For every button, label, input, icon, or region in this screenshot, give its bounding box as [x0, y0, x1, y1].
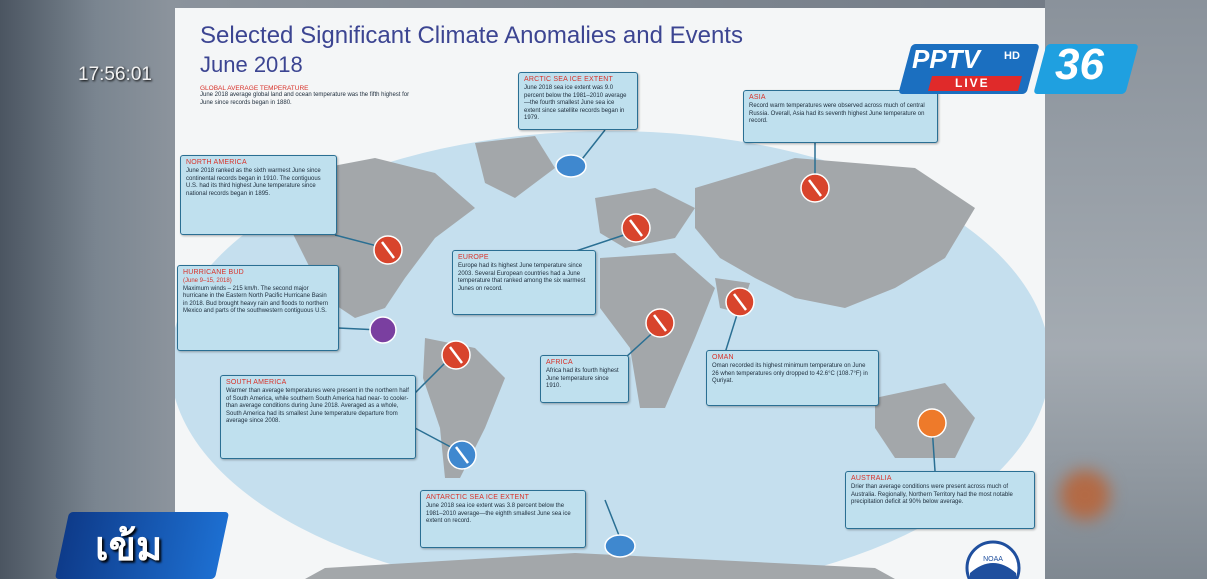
greenland	[475, 136, 555, 198]
timestamp: 17:56:01	[78, 64, 152, 85]
box-heading: SOUTH AMERICA	[226, 379, 287, 386]
hurricane-box: HURRICANE BUD (June 9–15, 2018) Maximum wi…	[177, 265, 339, 351]
antarctica	[305, 553, 895, 579]
asia	[695, 158, 975, 308]
ice-icon	[555, 154, 587, 178]
icon-stroke	[653, 314, 667, 332]
box-text: Maximum winds – 215 km/h. The second maj…	[183, 285, 329, 315]
noaa-logo-wave	[970, 563, 1016, 579]
arctic-box: ARCTIC SEA ICE EXTENT June 2018 sea ice e…	[518, 72, 638, 130]
hurricane-icon	[369, 316, 397, 344]
box-heading: ASIA	[749, 94, 766, 101]
icon-stroke	[808, 179, 822, 197]
blur-light	[1060, 470, 1110, 520]
live-text: LIVE	[955, 76, 990, 90]
title: Selected Significant Climate Anomalies a…	[200, 22, 743, 49]
icon-stroke	[381, 241, 395, 259]
box-heading: AFRICA	[546, 359, 573, 366]
asia-box: ASIA Record warm temperatures were observ…	[743, 90, 938, 143]
box-text: Europe had its highest June temperature …	[458, 263, 586, 292]
channel-number: 36	[1055, 40, 1104, 89]
icon-stroke	[733, 293, 747, 311]
box-text: June 2018 sea ice extent was 3.8 percent…	[426, 503, 571, 524]
antarctic-box: ANTARCTIC SEA ICE EXTENT June 2018 sea ic…	[420, 490, 586, 548]
leader	[604, 499, 621, 539]
global-note: GLOBAL AVERAGE TEMPERATURE June 2018 ave…	[200, 85, 420, 107]
box-dates: (June 9–15, 2018)	[183, 278, 232, 284]
icon-stroke	[455, 446, 469, 464]
box-text: Africa had its fourth highest June tempe…	[546, 368, 619, 389]
europe-box: EUROPE Europe had its highest June temper…	[452, 250, 596, 315]
poster: NOAA Selected Significant Climate Anomal…	[175, 8, 1045, 579]
box-heading: ANTARCTIC SEA ICE EXTENT	[426, 494, 530, 501]
icons	[369, 154, 947, 558]
north-america-box: NORTH AMERICA June 2018 ranked as the six…	[180, 155, 337, 235]
box-text: Oman recorded its highest minimum temper…	[712, 363, 868, 384]
global-heading: GLOBAL AVERAGE TEMPERATURE	[200, 85, 309, 92]
box-heading: EUROPE	[458, 254, 489, 261]
box-heading: OMAN	[712, 354, 734, 361]
subtitle: June 2018	[200, 52, 303, 77]
ice-icon	[604, 534, 636, 558]
oman-box: OMAN Oman recorded its highest minimum te…	[706, 350, 879, 406]
dry-icon	[917, 408, 947, 438]
south-america-box: SOUTH AMERICA Warmer than average tempera…	[220, 375, 416, 459]
australia-box: AUSTRALIA Drier than average conditions w…	[845, 471, 1035, 529]
box-heading: HURRICANE BUD	[183, 269, 244, 276]
box-heading: AUSTRALIA	[851, 475, 892, 482]
channel-name: PPTV	[912, 44, 980, 74]
noaa-text: NOAA	[983, 556, 1003, 563]
box-heading: ARCTIC SEA ICE EXTENT	[524, 76, 613, 83]
box-text: Record warm temperatures were observed a…	[749, 103, 925, 124]
box-text: June 2018 sea ice extent was 9.0 percent…	[524, 85, 627, 121]
icon-stroke	[629, 219, 643, 237]
global-text: June 2018 average global land and ocean …	[200, 92, 410, 106]
box-text: Drier than average conditions were prese…	[851, 484, 1013, 505]
box-text: June 2018 ranked as the sixth warmest Ju…	[186, 168, 321, 197]
box-text: Warmer than average temperatures were pr…	[226, 388, 409, 424]
africa-box: AFRICA Africa had its fourth highest June…	[540, 355, 629, 403]
icon-stroke	[449, 346, 463, 364]
program-name: เข้ม	[95, 525, 163, 569]
box-heading: NORTH AMERICA	[186, 159, 247, 166]
channel-hd: HD	[1004, 50, 1020, 62]
